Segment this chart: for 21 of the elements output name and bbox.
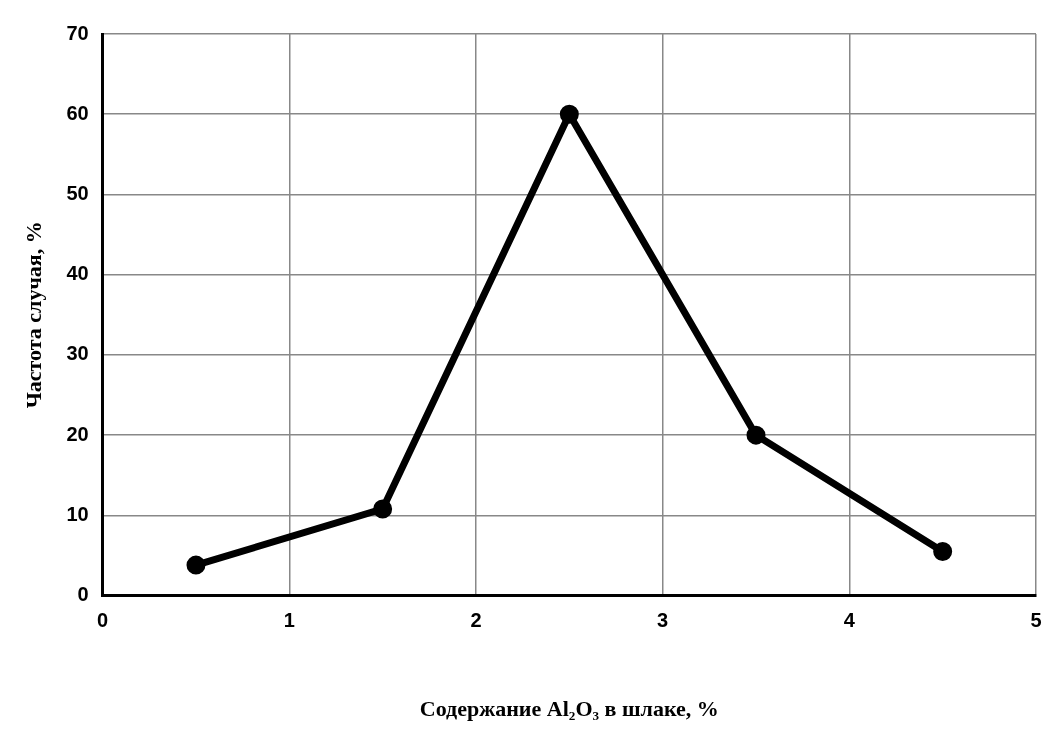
point [373, 499, 393, 519]
y-tick-label: 10 [66, 502, 89, 525]
point [186, 555, 206, 575]
x-tick-label: 3 [657, 609, 669, 632]
point [559, 104, 579, 124]
y-tick-label: 40 [66, 262, 89, 285]
y-tick-label: 60 [66, 101, 89, 124]
y-tick-label: 20 [66, 422, 89, 445]
y-tick-label: 30 [66, 342, 89, 365]
y-tick-label: 50 [66, 181, 89, 204]
x-tick-label: 1 [283, 609, 295, 632]
x-tick-label: 4 [843, 609, 856, 632]
y-axis-title: Частота случая, % [20, 221, 46, 409]
y-tick-label: 70 [66, 21, 89, 44]
point [746, 425, 766, 445]
x-tick-label: 2 [470, 609, 482, 632]
x-axis-title: Содержание Al₂O₃ в шлаке, % [419, 696, 719, 722]
point [933, 541, 953, 561]
y-tick-label: 0 [77, 583, 89, 606]
x-tick-label: 0 [97, 609, 109, 632]
x-tick-label: 5 [1030, 609, 1042, 632]
